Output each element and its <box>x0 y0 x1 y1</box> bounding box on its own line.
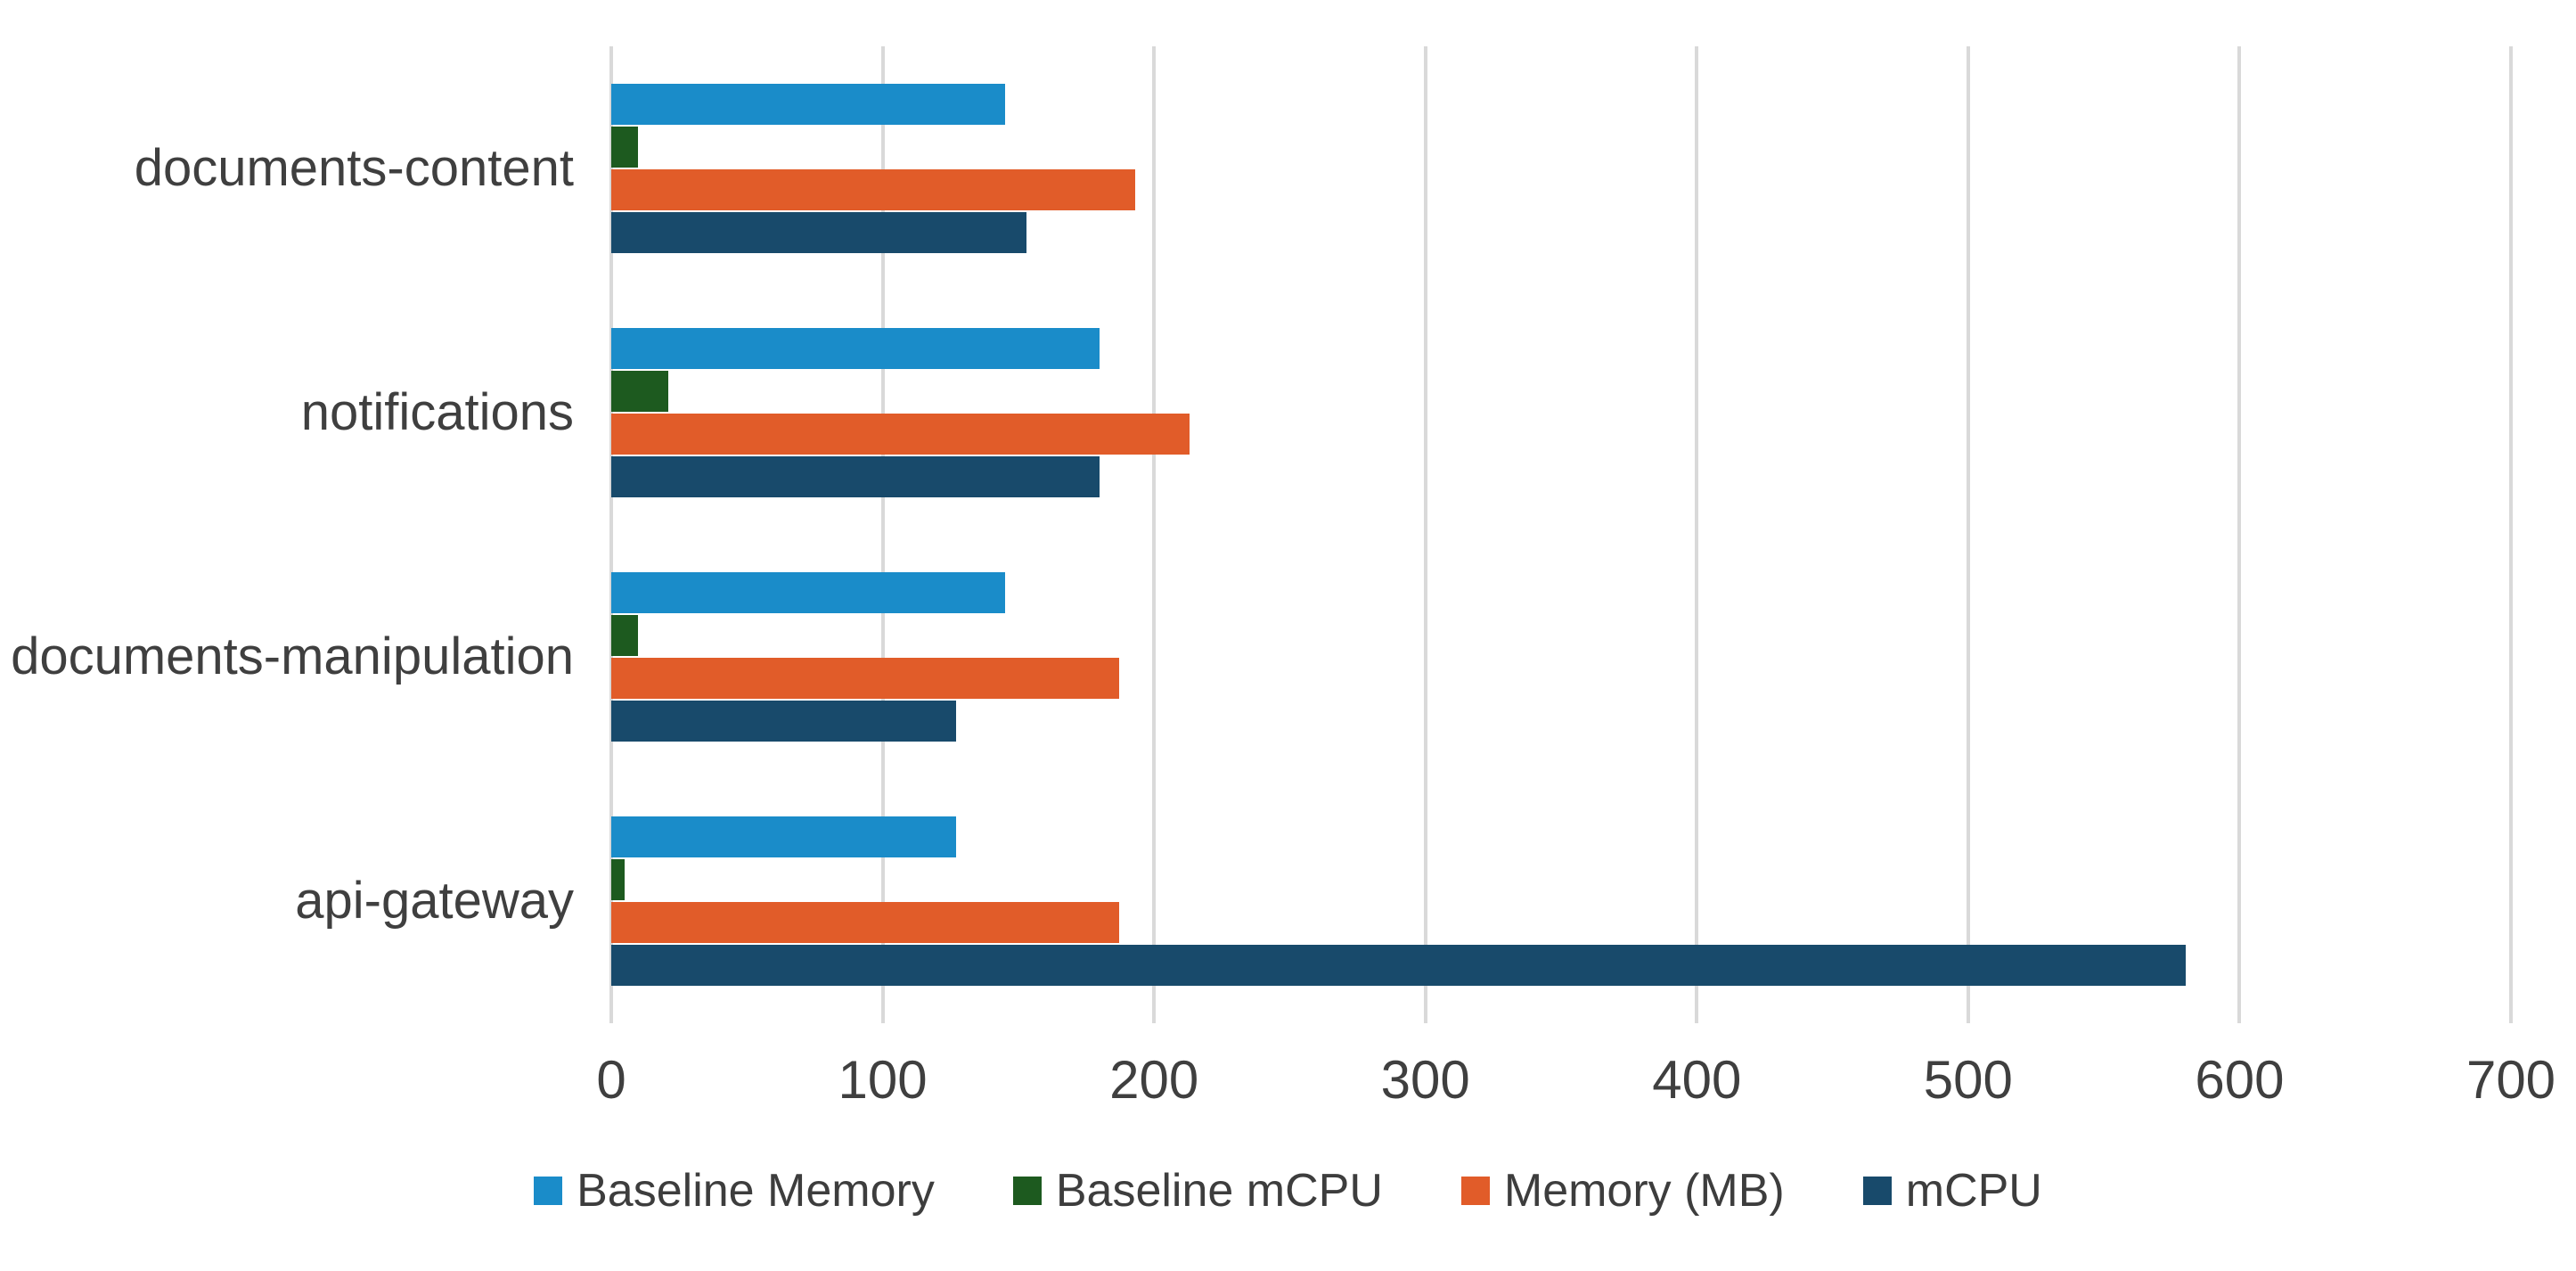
bar-group-notifications <box>611 328 2511 497</box>
legend-label: Baseline Memory <box>577 1165 935 1217</box>
gridline-x-0 <box>609 46 613 1023</box>
legend-item-baseline-mcpu: Baseline mCPU <box>1012 1165 1383 1217</box>
bar-documents-content-baseline-memory <box>611 84 1005 125</box>
bar-api-gateway-baseline-mcpu <box>611 859 626 900</box>
bar-notifications-mcpu <box>611 456 1100 497</box>
gridline-x-600 <box>2237 46 2242 1023</box>
bar-documents-content-mcpu <box>611 212 1026 253</box>
x-tick-label-200: 200 <box>1109 1050 1199 1110</box>
legend-label: mCPU <box>1905 1165 2042 1217</box>
bar-documents-manipulation-memory-mb- <box>611 658 1119 699</box>
legend-label: Memory (MB) <box>1503 1165 1785 1217</box>
bar-documents-content-memory-mb- <box>611 169 1135 210</box>
plot-area <box>609 46 2513 1023</box>
x-tick-label-300: 300 <box>1380 1050 1470 1110</box>
x-tick-label-500: 500 <box>1923 1050 2013 1110</box>
category-label-documents-content: documents-content <box>134 139 574 197</box>
category-label-documents-manipulation: documents-manipulation <box>11 627 574 685</box>
bar-documents-manipulation-baseline-mcpu <box>611 615 639 656</box>
bar-notifications-baseline-memory <box>611 328 1100 369</box>
gridline-x-400 <box>1695 46 1699 1023</box>
x-tick-label-700: 700 <box>2466 1050 2556 1110</box>
bar-group-api-gateway <box>611 816 2511 986</box>
bar-api-gateway-memory-mb- <box>611 902 1119 943</box>
gridline-x-500 <box>1966 46 1970 1023</box>
category-label-notifications: notifications <box>300 383 574 441</box>
gridline-x-700 <box>2509 46 2513 1023</box>
x-tick-label-400: 400 <box>1652 1050 1742 1110</box>
category-label-api-gateway: api-gateway <box>295 872 574 930</box>
bar-group-documents-manipulation <box>611 572 2511 742</box>
bar-documents-manipulation-mcpu <box>611 701 956 742</box>
x-axis-tick-labels: 0 100 200 300 400 500 600 700 <box>596 1050 2556 1125</box>
bar-group-documents-content <box>611 84 2511 253</box>
bar-documents-manipulation-baseline-memory <box>611 572 1005 613</box>
legend-item-mcpu: mCPU <box>1862 1165 2042 1217</box>
x-tick-label-0: 0 <box>596 1050 626 1110</box>
legend-swatch-icon <box>1460 1177 1490 1205</box>
y-axis-category-labels: documents-content notifications documents-… <box>0 46 574 1023</box>
legend-label: Baseline mCPU <box>1055 1165 1383 1217</box>
bar-api-gateway-baseline-memory <box>611 816 956 857</box>
legend: Baseline Memory Baseline mCPU Memory (MB) m… <box>0 1168 2576 1214</box>
gridline-x-100 <box>880 46 885 1023</box>
bar-documents-content-baseline-mcpu <box>611 127 639 168</box>
legend-item-baseline-memory: Baseline Memory <box>534 1168 935 1214</box>
gridline-x-200 <box>1152 46 1157 1023</box>
legend-swatch-icon <box>534 1177 563 1205</box>
bar-notifications-memory-mb- <box>611 414 1190 455</box>
x-tick-label-600: 600 <box>2195 1050 2285 1110</box>
legend-item-memory-mb-: Memory (MB) <box>1460 1165 1785 1217</box>
gridline-x-300 <box>1423 46 1427 1023</box>
bar-api-gateway-mcpu <box>611 945 2186 986</box>
legend-swatch-icon <box>1862 1177 1892 1205</box>
bar-notifications-baseline-mcpu <box>611 371 668 412</box>
x-tick-label-100: 100 <box>838 1050 928 1110</box>
legend-swatch-icon <box>1012 1177 1042 1205</box>
